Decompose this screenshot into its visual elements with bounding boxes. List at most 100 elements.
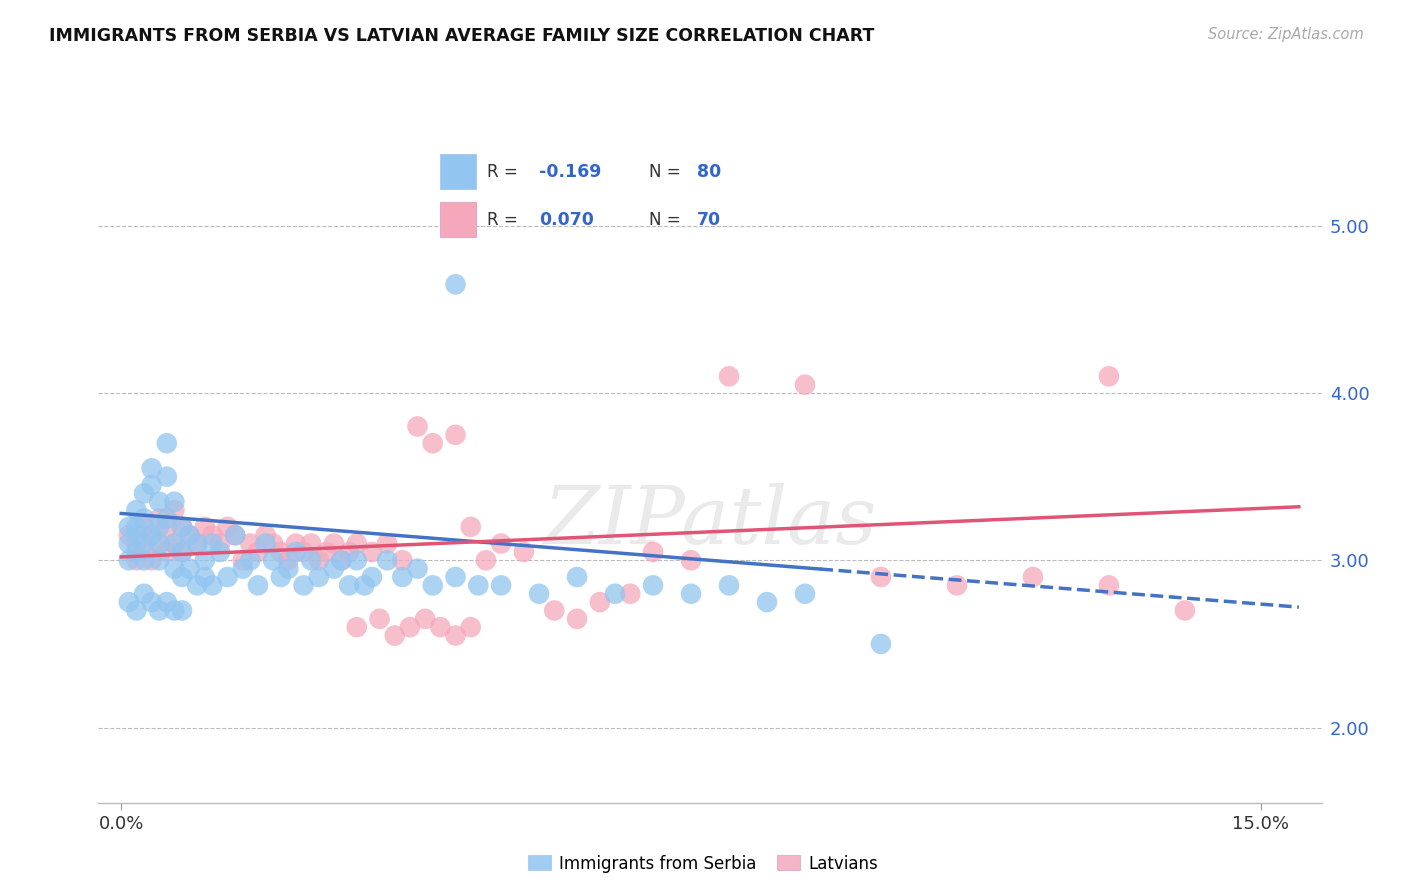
Point [870,570,893,584]
Point [141,595,163,609]
Point [141,528,163,542]
Point [406,419,429,434]
Point [543,603,565,617]
Point [444,629,467,643]
Point [156,520,179,534]
Point [375,553,398,567]
Point [330,553,353,567]
Point [262,536,284,550]
Point [254,536,277,550]
Point [337,578,360,592]
Legend: Immigrants from Serbia, Latvians: Immigrants from Serbia, Latvians [522,848,884,880]
Point [794,377,817,392]
Point [299,553,322,567]
Point [186,536,208,550]
Point [406,562,429,576]
Point [346,553,368,567]
Point [118,528,141,542]
Point [208,536,231,550]
Point [299,536,322,550]
Point [308,553,330,567]
Point [156,595,179,609]
Point [148,511,170,525]
Point [513,545,536,559]
Point [679,553,702,567]
Point [201,528,224,542]
Point [946,578,969,592]
Point [170,520,193,534]
Point [489,578,512,592]
Point [141,553,163,567]
Point [353,578,375,592]
Point [756,595,779,609]
Point [148,553,170,567]
Point [125,520,148,534]
Text: IMMIGRANTS FROM SERBIA VS LATVIAN AVERAGE FAMILY SIZE CORRELATION CHART: IMMIGRANTS FROM SERBIA VS LATVIAN AVERAG… [49,27,875,45]
Point [422,578,444,592]
Point [718,578,741,592]
Point [399,620,422,634]
Point [391,553,413,567]
Point [270,545,292,559]
Point [163,536,186,550]
Point [246,545,269,559]
Point [384,629,406,643]
Point [330,553,353,567]
Point [179,528,201,542]
Point [156,469,179,483]
Point [270,570,292,584]
Point [118,536,141,550]
Point [156,511,179,525]
Point [589,595,612,609]
Point [603,587,626,601]
Point [179,562,201,576]
Point [239,536,262,550]
Point [132,545,155,559]
Point [170,545,193,559]
Point [391,570,413,584]
Point [163,494,186,508]
Point [125,603,148,617]
Point [170,570,193,584]
Point [292,545,315,559]
Point [1098,578,1121,592]
Point [141,478,163,492]
Point [194,570,217,584]
Point [148,494,170,508]
Point [170,520,193,534]
Point [323,536,346,550]
Point [460,520,482,534]
Point [444,428,467,442]
Point [368,612,391,626]
Point [565,570,588,584]
Point [1098,369,1121,384]
Point [794,587,817,601]
Point [361,570,384,584]
Point [475,553,498,567]
Point [217,570,239,584]
Point [148,536,170,550]
Point [246,578,269,592]
Point [125,553,148,567]
Point [232,562,254,576]
Point [156,545,179,559]
Point [118,520,141,534]
Point [527,587,550,601]
Point [148,520,170,534]
Point [170,545,193,559]
Point [292,578,315,592]
Point [163,536,186,550]
Point [337,545,360,559]
Point [1174,603,1197,617]
Point [870,637,893,651]
Point [444,277,467,292]
Point [679,587,702,601]
Point [125,528,148,542]
Point [132,536,155,550]
Point [277,553,299,567]
Point [375,536,398,550]
Point [163,603,186,617]
Point [346,536,368,550]
Point [132,587,155,601]
Point [361,545,384,559]
